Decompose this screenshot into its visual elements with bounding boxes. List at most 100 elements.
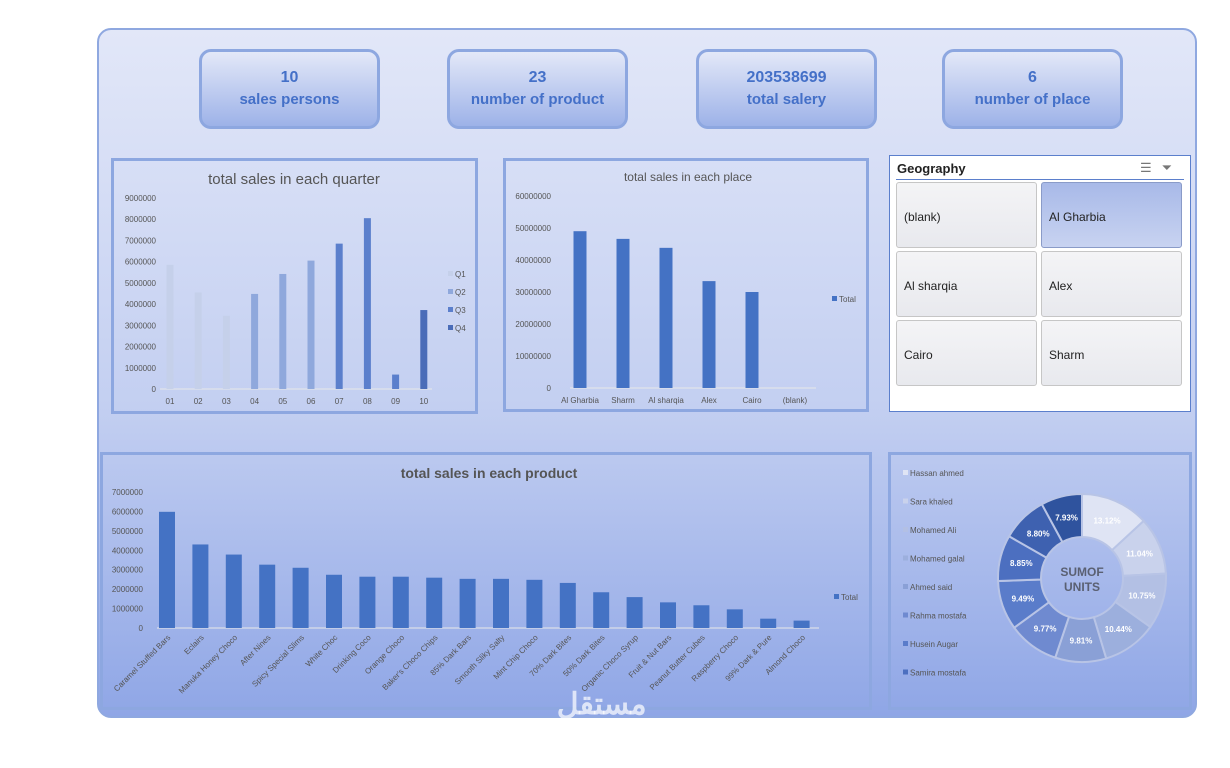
y-tick-label: 30000000: [515, 288, 551, 297]
bar: [159, 511, 175, 628]
data-label: 9.81%: [1070, 636, 1093, 645]
legend-label: Mohamed Ali: [910, 526, 956, 535]
legend-swatch: [832, 296, 837, 301]
legend-swatch: [903, 584, 908, 589]
legend-swatch: [903, 612, 908, 618]
legend-swatch: [448, 271, 453, 276]
bar: [326, 574, 342, 628]
bar: [225, 554, 242, 628]
bar: [307, 260, 315, 389]
slicer-item-al-gharbia[interactable]: Al Gharbia: [1041, 182, 1182, 248]
bar: [192, 544, 209, 628]
bar: [573, 231, 587, 388]
y-tick-label: 7000000: [112, 488, 144, 497]
slicer-item-blank[interactable]: (blank): [896, 182, 1037, 248]
bar: [359, 576, 376, 628]
kpi-value: 6: [1028, 69, 1037, 86]
x-tick-label: Alex: [701, 396, 717, 405]
y-tick-label: 0: [152, 385, 157, 394]
bar: [259, 564, 276, 628]
x-tick-label: 06: [307, 397, 316, 406]
y-tick-label: 9000000: [125, 194, 157, 203]
legend-label: Ahmed said: [910, 583, 952, 592]
legend-swatch: [903, 470, 908, 475]
slicer-item-alex[interactable]: Alex: [1041, 251, 1182, 317]
multi-select-icon[interactable]: ☰: [1139, 160, 1162, 175]
bar: [659, 247, 673, 388]
quarter-chart[interactable]: total sales in each quarter 0 1000000 20000…: [111, 158, 478, 414]
legend-label: Samira mostafa: [910, 669, 967, 678]
data-label: 9.49%: [1012, 595, 1035, 604]
bar: [279, 273, 287, 389]
x-tick-label: 10: [419, 397, 428, 406]
y-tick-label: 5000000: [112, 527, 144, 536]
slicer-item-sharm[interactable]: Sharm: [1041, 320, 1182, 386]
bar: [426, 577, 443, 628]
slicer-title: Geography: [897, 161, 966, 176]
legend-swatch: [903, 555, 908, 561]
data-label: 10.44%: [1105, 625, 1132, 634]
kpi-sales-persons: 10 sales persons: [199, 49, 380, 129]
legend-label: Q2: [455, 288, 466, 297]
y-tick-label: 3000000: [125, 321, 157, 330]
slicer-item-cairo[interactable]: Cairo: [896, 320, 1037, 386]
y-tick-label: 4000000: [112, 546, 144, 555]
x-tick-label: Organic Choco Syrup: [580, 633, 641, 694]
bar: [194, 292, 202, 389]
legend-label: Total: [839, 295, 856, 304]
x-tick-label: 04: [250, 397, 259, 406]
slicer-item-al-sharqia[interactable]: Al sharqia: [896, 251, 1037, 317]
y-tick-label: 5000000: [125, 279, 157, 288]
data-label: 10.75%: [1128, 592, 1155, 601]
legend-swatch: [903, 527, 908, 532]
y-tick-label: 2000000: [125, 343, 157, 352]
legend-label: Q3: [455, 306, 466, 315]
y-tick-label: 8000000: [125, 215, 157, 224]
watermark-url: mostaql.com: [540, 720, 664, 742]
bar: [793, 620, 810, 628]
bar: [363, 218, 371, 389]
bar: [626, 597, 643, 628]
bar: [392, 576, 409, 628]
y-tick-label: 4000000: [125, 300, 157, 309]
bar: [251, 293, 259, 389]
bar: [335, 243, 343, 389]
y-tick-label: 0: [139, 624, 144, 633]
data-label: 8.85%: [1010, 559, 1033, 568]
x-tick-label: After Nines: [238, 633, 272, 667]
x-tick-label: 03: [222, 397, 231, 406]
kpi-label: number of product: [470, 91, 605, 108]
place-chart[interactable]: total sales in each place 0 10000000 200000…: [503, 158, 869, 412]
watermark-logo: مستقل: [556, 688, 647, 721]
x-tick-label: 02: [194, 397, 203, 406]
clear-filter-icon[interactable]: ⏷: [1161, 160, 1182, 175]
legend-swatch: [448, 325, 453, 330]
y-tick-label: 6000000: [125, 258, 157, 267]
kpi-number-of-place: 6 number of place: [942, 49, 1123, 129]
product-chart[interactable]: total sales in each product 0 1000000 20000…: [100, 452, 872, 710]
bar: [392, 374, 400, 389]
bar: [292, 567, 309, 628]
bar: [526, 579, 543, 628]
legend-swatch: [903, 669, 908, 675]
units-donut-chart[interactable]: Hassan ahmed Sara khaled Mohamed Ali Mohame…: [888, 452, 1192, 710]
y-tick-label: 1000000: [112, 605, 144, 614]
chart-title: total sales in each place: [624, 170, 752, 184]
legend-label: Total: [841, 593, 858, 602]
geography-slicer[interactable]: Geography ☰⏷ (blank) Al Gharbia Al sharq…: [889, 155, 1191, 412]
x-tick-label: Caramel Stuffed Bars: [112, 633, 172, 693]
bar: [420, 310, 428, 389]
data-label: 11.04%: [1126, 550, 1153, 559]
legend-swatch: [903, 498, 908, 504]
x-tick-label: Al sharqia: [648, 396, 684, 405]
x-tick-label: Peanut Butter Cubes: [648, 633, 707, 692]
bar: [616, 238, 630, 388]
legend-swatch: [448, 289, 453, 294]
y-tick-label: 10000000: [515, 352, 551, 361]
bar: [493, 578, 509, 628]
legend-label: Husein Augar: [910, 640, 958, 649]
slicer-divider: [896, 179, 1184, 180]
legend-label: Q4: [455, 324, 466, 333]
x-tick-label: Sharm: [611, 396, 635, 405]
y-tick-label: 2000000: [112, 585, 144, 594]
